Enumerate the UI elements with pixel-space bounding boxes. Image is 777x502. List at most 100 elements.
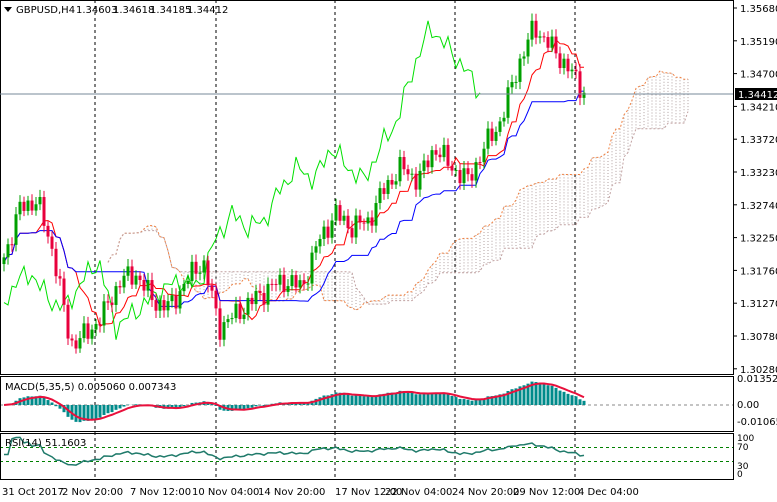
macd-histogram-bar xyxy=(510,389,514,405)
candle-body xyxy=(326,226,330,238)
macd-histogram-bar xyxy=(486,396,490,405)
candle-body xyxy=(238,303,242,319)
candle-body xyxy=(458,170,462,184)
macd-histogram-bar xyxy=(542,383,546,405)
price-tick-label: 1.34210 xyxy=(740,102,777,113)
candle-body xyxy=(490,128,494,141)
macd-histogram-bar xyxy=(362,396,366,405)
macd-histogram-bar xyxy=(258,405,262,406)
macd-histogram-bar xyxy=(182,405,186,407)
candle-body xyxy=(246,297,250,315)
candle-body xyxy=(434,150,438,155)
candle-body xyxy=(90,329,94,339)
macd-histogram-bar xyxy=(390,392,394,405)
macd-histogram-bar xyxy=(214,405,218,406)
candle-body xyxy=(178,291,182,309)
macd-histogram-bar xyxy=(34,396,38,405)
candle-body xyxy=(126,266,130,276)
time-tick-label: 2 Nov 20:00 xyxy=(62,487,123,498)
macd-histogram-bar xyxy=(558,390,562,405)
candle-body xyxy=(430,150,434,168)
candle-body xyxy=(330,220,334,238)
macd-histogram-bar xyxy=(250,405,254,408)
candle-body xyxy=(154,300,158,311)
candle-body xyxy=(382,188,386,194)
candle-body xyxy=(54,248,58,277)
candle-body xyxy=(462,168,466,184)
candle-body xyxy=(338,205,342,221)
candle-body xyxy=(86,323,90,339)
macd-histogram-bar xyxy=(350,395,354,405)
candle-body xyxy=(406,169,410,175)
macd-histogram-bar xyxy=(378,394,382,405)
candle-body xyxy=(410,173,414,175)
time-tick-label: 24 Nov 20:00 xyxy=(452,487,519,498)
tenkan-sen-line xyxy=(3,38,584,328)
candle-body xyxy=(6,244,10,258)
macd-histogram-bar xyxy=(230,405,234,411)
candle-body xyxy=(374,203,378,226)
macd-histogram-bar xyxy=(394,392,398,405)
candle-body xyxy=(46,225,50,237)
candle-body xyxy=(298,280,302,288)
macd-histogram-bar xyxy=(174,405,178,409)
time-tick-label: 4 Dec 04:00 xyxy=(578,487,639,498)
macd-histogram-bar xyxy=(94,405,98,419)
macd-histogram-bar xyxy=(54,405,58,407)
macd-histogram-bar xyxy=(370,397,374,405)
macd-histogram-bar xyxy=(242,405,246,410)
candle-body xyxy=(270,283,274,285)
candle-body xyxy=(102,301,106,326)
candle-body xyxy=(402,156,406,170)
macd-histogram-bar xyxy=(434,392,438,405)
macd-histogram-bar xyxy=(302,402,306,405)
candle-body xyxy=(114,286,118,305)
candle-body xyxy=(282,274,286,292)
candle-body xyxy=(314,246,318,253)
candle-body xyxy=(538,36,542,38)
macd-histogram-bar xyxy=(30,396,34,405)
macd-histogram-bar xyxy=(358,395,362,405)
candle-body xyxy=(310,252,314,284)
candle-body xyxy=(38,197,42,205)
dropdown-triangle-icon[interactable] xyxy=(4,7,12,12)
candle-body xyxy=(322,226,326,239)
macd-histogram-bar xyxy=(526,383,530,405)
macd-histogram-bar xyxy=(178,405,182,408)
macd-histogram-bar xyxy=(382,393,386,405)
price-tick-label: 1.31760 xyxy=(740,266,777,277)
macd-histogram-bar xyxy=(346,394,350,405)
candle-body xyxy=(2,257,6,265)
macd-histogram-bar xyxy=(46,400,50,405)
candle-body xyxy=(362,222,366,224)
macd-axis-label: -0.01065 xyxy=(737,417,777,428)
candle-body xyxy=(550,36,554,48)
macd-histogram-bar xyxy=(462,399,466,405)
macd-histogram-bar xyxy=(438,393,442,405)
candle-body xyxy=(250,297,254,305)
current-price-box xyxy=(735,88,777,100)
macd-histogram-bar xyxy=(550,385,554,405)
macd-histogram-bar xyxy=(422,393,426,405)
macd-histogram-bar xyxy=(166,405,170,409)
candle-body xyxy=(542,36,546,38)
candle-body xyxy=(130,266,134,285)
ohlc-low: 1.34185 xyxy=(150,5,191,16)
ohlc-high: 1.34618 xyxy=(113,5,154,16)
candle-body xyxy=(474,162,478,181)
candle-body xyxy=(106,301,110,303)
candle-body xyxy=(342,215,346,221)
candle-body xyxy=(466,168,470,175)
candle-body xyxy=(62,278,66,305)
candle-body xyxy=(514,81,518,83)
macd-histogram-bar xyxy=(386,392,390,405)
time-tick-label: 17 Nov 12:00 xyxy=(335,487,402,498)
macd-histogram-bar xyxy=(498,394,502,405)
macd-histogram-bar xyxy=(458,398,462,405)
rsi-panel-border xyxy=(0,433,734,480)
macd-histogram-bar xyxy=(38,395,42,405)
price-tick-label: 1.32740 xyxy=(740,201,777,212)
macd-histogram-bar xyxy=(530,381,534,405)
